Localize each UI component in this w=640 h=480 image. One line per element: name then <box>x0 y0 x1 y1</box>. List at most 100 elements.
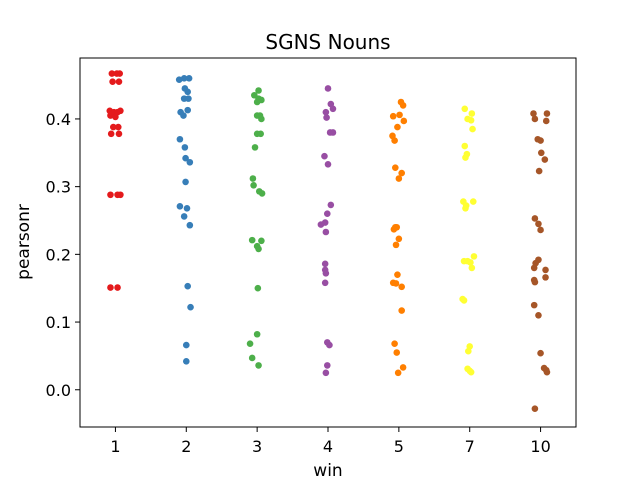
data-point-win-7-18 <box>460 297 468 304</box>
data-point-win-7-12 <box>470 253 478 260</box>
data-point-win-5-19 <box>398 283 405 291</box>
data-point-win-1-2 <box>116 70 123 77</box>
x-tick-label-10: 10 <box>530 437 550 456</box>
data-point-win-3-18 <box>255 245 262 253</box>
data-point-win-5-18 <box>392 280 400 287</box>
data-point-win-3-21 <box>246 340 254 348</box>
data-point-win-10-6 <box>537 149 545 157</box>
data-point-win-5-7 <box>391 137 398 144</box>
data-point-win-2-16 <box>183 205 191 212</box>
data-point-win-5-22 <box>393 349 401 356</box>
data-point-win-4-12 <box>321 219 329 226</box>
x-tick-label-5: 5 <box>394 437 404 456</box>
data-point-win-5-20 <box>398 307 405 314</box>
data-point-win-5-4 <box>400 117 408 125</box>
x-axis-ticks: 1 2 3 4 5 7 10 <box>110 427 551 456</box>
data-point-win-10-7 <box>541 156 549 163</box>
data-point-win-5-3 <box>396 111 403 119</box>
data-point-win-4-8 <box>324 161 332 168</box>
data-point-win-2-1 <box>180 75 188 82</box>
data-point-win-1-19 <box>114 284 121 291</box>
data-point-win-3-15 <box>248 236 256 244</box>
data-point-win-1-13 <box>107 130 115 138</box>
data-point-win-3-11 <box>249 175 257 182</box>
data-point-win-2-9 <box>180 112 187 119</box>
data-point-win-4-3 <box>322 108 330 116</box>
data-point-win-10-15 <box>542 266 549 274</box>
data-point-win-2-19 <box>184 282 191 290</box>
data-point-win-3-9 <box>257 130 264 138</box>
points-layer <box>106 70 551 413</box>
data-point-win-5-14 <box>395 235 403 243</box>
y-axis-ticks: 0.0 0.1 0.2 0.3 0.4 <box>46 110 80 400</box>
x-axis-label: win <box>313 461 342 480</box>
data-point-win-1-15 <box>107 191 114 199</box>
data-point-win-1-11 <box>110 123 117 131</box>
y-tick-label-3: 0.3 <box>46 178 71 197</box>
data-point-win-3-23 <box>255 362 262 369</box>
data-point-win-4-20 <box>323 362 331 369</box>
data-point-win-1-14 <box>115 130 123 138</box>
data-point-win-5-5 <box>394 123 401 131</box>
data-point-win-3-12 <box>250 181 257 189</box>
data-point-win-2-10 <box>176 135 184 143</box>
data-point-win-10-3 <box>542 117 550 125</box>
x-tick-label-3: 3 <box>252 437 262 456</box>
data-point-win-1-12 <box>114 123 122 131</box>
data-point-win-7-7 <box>462 154 469 161</box>
data-point-win-10-25 <box>531 405 539 413</box>
data-point-win-4-0 <box>324 85 332 92</box>
data-point-win-3-22 <box>248 354 256 362</box>
data-point-win-5-13 <box>390 226 398 233</box>
y-axis-label: pearsonr <box>14 204 34 280</box>
y-tick-label-0: 0.0 <box>46 381 71 400</box>
data-point-win-4-4 <box>323 114 330 121</box>
data-point-win-7-3 <box>467 116 475 124</box>
data-point-win-4-13 <box>322 228 330 236</box>
data-point-win-2-4 <box>184 88 191 96</box>
data-point-win-3-4 <box>253 98 261 106</box>
data-point-win-4-19 <box>326 341 333 349</box>
data-point-win-2-17 <box>180 213 188 220</box>
data-point-win-10-5 <box>537 137 544 144</box>
x-tick-label-2: 2 <box>181 437 191 456</box>
data-point-win-2-18 <box>186 221 194 229</box>
data-point-win-4-21 <box>322 369 330 377</box>
data-point-win-7-11 <box>462 205 469 212</box>
data-point-win-1-9 <box>107 112 114 119</box>
data-point-win-7-20 <box>465 347 472 355</box>
data-point-win-10-10 <box>535 220 542 228</box>
x-tick-label-1: 1 <box>110 437 120 456</box>
data-point-win-4-16 <box>322 270 330 277</box>
data-point-win-10-16 <box>542 274 549 281</box>
data-point-win-7-9 <box>469 198 477 205</box>
data-point-win-7-5 <box>461 142 469 150</box>
data-point-win-10-24 <box>543 368 551 376</box>
data-point-win-1-10 <box>112 113 119 121</box>
y-tick-label-1: 0.1 <box>46 313 71 332</box>
data-point-win-2-20 <box>187 303 194 311</box>
data-point-win-1-0 <box>108 70 116 77</box>
data-point-win-7-23 <box>467 368 475 376</box>
data-point-win-10-18 <box>531 278 539 286</box>
data-point-win-5-15 <box>392 241 400 249</box>
data-point-win-1-4 <box>115 78 123 85</box>
data-point-win-3-14 <box>258 190 266 197</box>
y-tick-label-4: 0.4 <box>46 110 71 129</box>
data-point-win-2-2 <box>185 75 193 82</box>
data-point-win-4-6 <box>329 129 337 136</box>
data-point-win-3-20 <box>253 330 261 338</box>
data-point-win-2-22 <box>182 358 190 365</box>
data-point-win-4-7 <box>321 152 328 160</box>
data-point-win-10-19 <box>530 301 538 309</box>
data-point-win-7-15 <box>467 259 474 266</box>
data-point-win-1-3 <box>109 78 116 85</box>
data-point-win-2-15 <box>176 202 184 210</box>
data-point-win-4-2 <box>329 105 337 113</box>
data-point-win-3-19 <box>254 284 262 292</box>
data-point-win-2-14 <box>182 178 189 186</box>
data-point-win-7-16 <box>468 264 476 272</box>
data-point-win-1-18 <box>107 284 114 291</box>
data-point-win-5-21 <box>391 340 398 348</box>
data-point-win-10-11 <box>537 226 544 234</box>
